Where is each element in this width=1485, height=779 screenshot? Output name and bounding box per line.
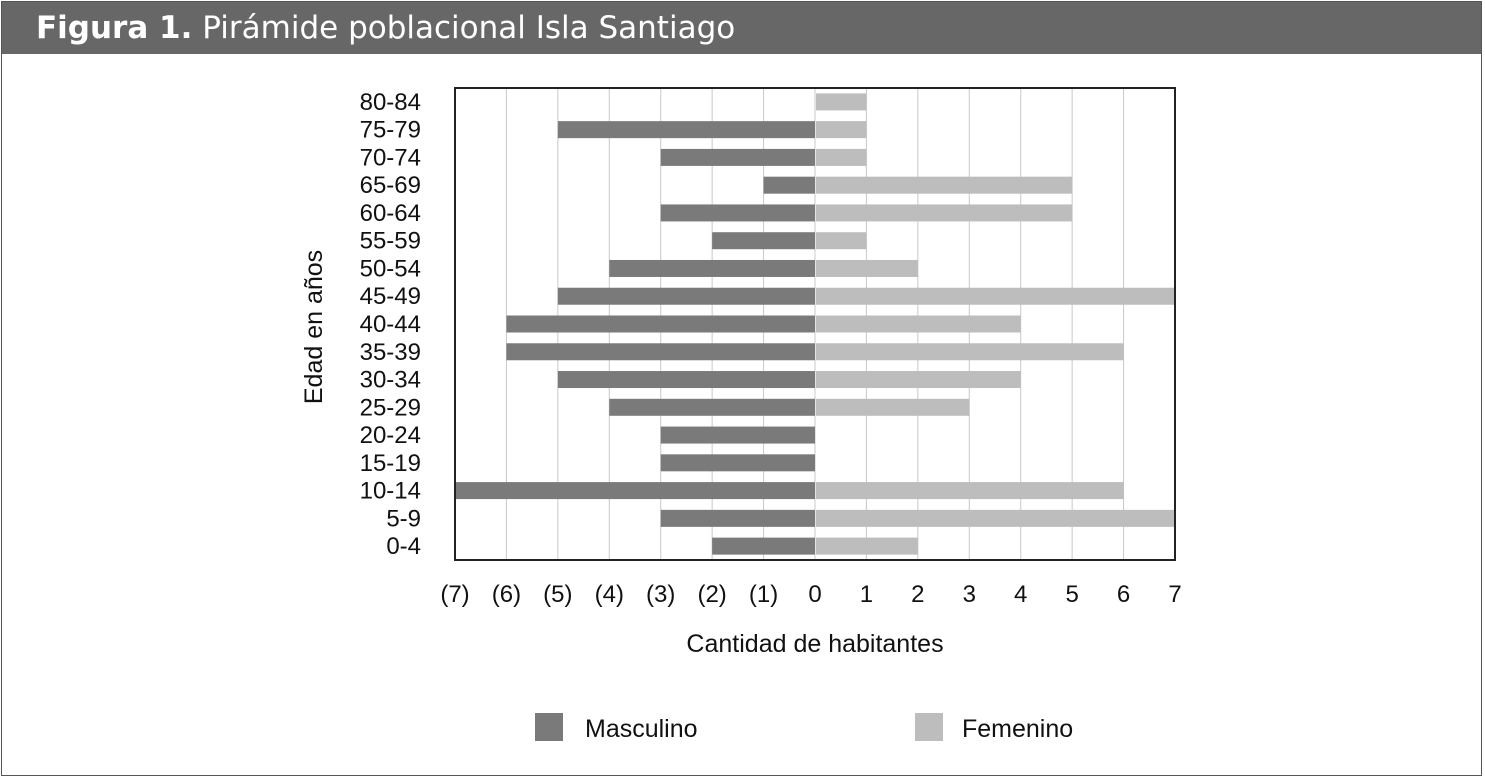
bar-masculino-65-69 (763, 176, 815, 194)
y-tick-label: 55-59 (360, 228, 421, 255)
legend-label-femenino: Femenino (962, 715, 1073, 743)
bar-femenino-30-34 (816, 371, 1021, 389)
bar-femenino-40-44 (816, 315, 1021, 333)
bar-masculino-40-44 (506, 315, 815, 333)
x-tick-label: 4 (1014, 581, 1027, 608)
bar-femenino-5-9 (816, 509, 1175, 527)
legend-swatch-masculino (535, 713, 563, 741)
bar-masculino-75-79 (557, 121, 815, 139)
x-tick-label: 2 (911, 581, 924, 608)
bar-masculino-70-74 (660, 148, 815, 166)
y-tick-label: 45-49 (360, 283, 421, 310)
bar-femenino-70-74 (816, 148, 867, 166)
y-tick-label: 10-14 (360, 478, 421, 505)
y-tick-label: 75-79 (360, 117, 421, 144)
bar-masculino-35-39 (506, 343, 815, 361)
y-tick-label: 80-84 (360, 89, 421, 116)
bar-masculino-15-19 (660, 454, 815, 472)
x-axis-label: Cantidad de habitantes (686, 630, 943, 658)
figure-label: Figura 1. (36, 10, 193, 46)
x-tick-label: 6 (1117, 581, 1130, 608)
x-tick-label: 7 (1168, 581, 1181, 608)
legend-swatch-femenino (915, 713, 943, 741)
y-tick-label: 0-4 (386, 533, 421, 560)
x-tick-label: (5) (543, 581, 572, 608)
bar-masculino-0-4 (712, 537, 815, 555)
y-tick-label: 60-64 (360, 200, 421, 227)
bar-femenino-75-79 (816, 121, 867, 139)
y-tick-label: 70-74 (360, 144, 421, 171)
y-tick-label: 40-44 (360, 311, 421, 338)
x-tick-label: 3 (963, 581, 976, 608)
figure-header: Figura 1. Pirámide poblacional Isla Sant… (2, 2, 1481, 54)
x-tick-label: (2) (697, 581, 726, 608)
y-tick-label: 20-24 (360, 422, 421, 449)
bar-femenino-45-49 (816, 287, 1175, 305)
bar-masculino-5-9 (660, 509, 815, 527)
x-tick-label: 0 (808, 581, 821, 608)
x-tick-label: (6) (492, 581, 521, 608)
bar-masculino-25-29 (609, 398, 815, 416)
y-tick-label: 65-69 (360, 172, 421, 199)
bar-masculino-50-54 (609, 259, 815, 277)
legend-label-masculino: Masculino (585, 715, 698, 743)
y-tick-label: 30-34 (360, 367, 421, 394)
bar-masculino-60-64 (660, 204, 815, 222)
x-tick-label: (3) (646, 581, 675, 608)
bar-femenino-60-64 (816, 204, 1073, 222)
plot-area-border (454, 87, 1176, 561)
bar-femenino-50-54 (816, 259, 918, 277)
bar-masculino-45-49 (557, 287, 815, 305)
bar-masculino-20-24 (660, 426, 815, 444)
bar-masculino-30-34 (557, 371, 815, 389)
x-tick-label: 1 (860, 581, 873, 608)
figure-title: Pirámide poblacional Isla Santiago (202, 10, 736, 46)
y-axis-label: Edad en años (300, 250, 328, 404)
bar-femenino-25-29 (816, 398, 970, 416)
y-tick-label: 5-9 (386, 505, 421, 532)
bar-femenino-80-84 (816, 93, 867, 111)
x-tick-label: (7) (440, 581, 469, 608)
bar-femenino-35-39 (816, 343, 1124, 361)
bar-masculino-55-59 (712, 232, 815, 250)
x-tick-label: 5 (1065, 581, 1078, 608)
bar-femenino-0-4 (816, 537, 918, 555)
bar-femenino-55-59 (816, 232, 867, 250)
bar-femenino-10-14 (816, 482, 1124, 500)
bar-masculino-10-14 (455, 482, 815, 500)
y-tick-label: 50-54 (360, 255, 421, 282)
y-tick-label: 25-29 (360, 394, 421, 421)
bar-femenino-65-69 (816, 176, 1073, 194)
x-tick-label: (4) (595, 581, 624, 608)
y-tick-label: 35-39 (360, 339, 421, 366)
x-tick-label: (1) (749, 581, 778, 608)
y-tick-label: 15-19 (360, 450, 421, 477)
